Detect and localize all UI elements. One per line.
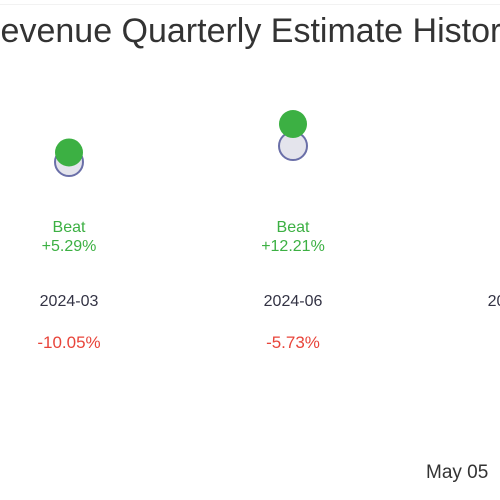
change-label: -10.05% [37, 333, 100, 352]
period-label: 2024-03 [40, 293, 99, 310]
period-label: 2024-09 [488, 293, 500, 310]
surprise-label: +5.29% [42, 238, 97, 255]
chart-title: Revenue Quarterly Estimate History [0, 12, 500, 50]
surprise-label: +12.21% [261, 238, 325, 255]
period-label: 2024-06 [264, 293, 323, 310]
result-label: Beat [53, 219, 86, 236]
footer-date: May 05 [426, 462, 489, 483]
title-divider [0, 4, 500, 5]
result-label: Beat [277, 219, 310, 236]
actual-marker [279, 110, 307, 139]
actual-marker [55, 138, 83, 167]
change-label: -5.73% [266, 333, 320, 352]
